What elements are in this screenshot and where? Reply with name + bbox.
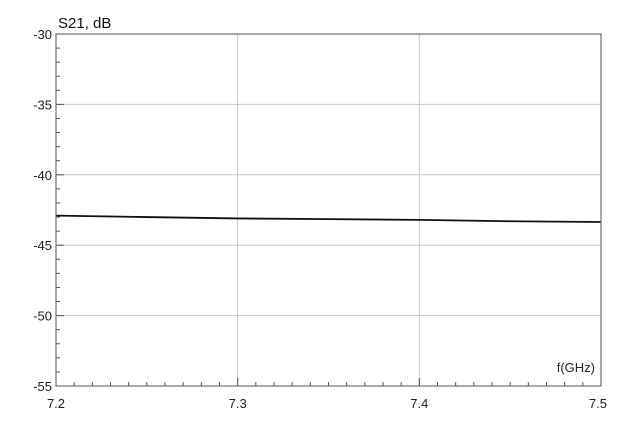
chart-title: S21, dB xyxy=(58,15,111,32)
y-tick-label: -40 xyxy=(33,168,52,183)
y-tick-label: -35 xyxy=(33,97,52,112)
minor-ticks xyxy=(55,33,602,387)
y-tick-label: -50 xyxy=(33,309,52,324)
x-tick-label: 7.3 xyxy=(229,396,247,411)
grid xyxy=(56,34,601,386)
y-tick-label: -55 xyxy=(33,379,52,394)
series-line xyxy=(55,214,602,223)
y-tick-label: -45 xyxy=(33,238,52,253)
y-tick-label: -30 xyxy=(33,27,52,42)
x-tick-label: 7.5 xyxy=(589,396,607,411)
x-tick-label: 7.4 xyxy=(410,396,428,411)
series-layer xyxy=(55,214,602,223)
x-tick-label: 7.2 xyxy=(47,396,65,411)
plot-frame xyxy=(55,33,602,387)
y-tick-labels: -30 -35 -40 -45 -50 -55 xyxy=(33,27,52,394)
x-tick-labels: 7.2 7.3 7.4 7.5 xyxy=(47,396,607,411)
x-axis-label: f(GHz) xyxy=(557,360,595,375)
